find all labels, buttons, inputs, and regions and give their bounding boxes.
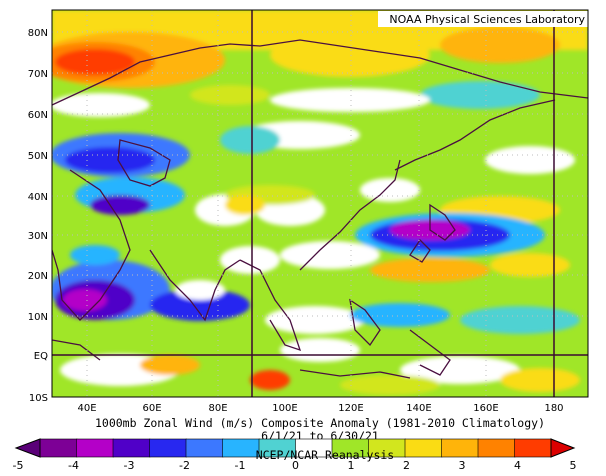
lat-label: 80N xyxy=(28,28,48,39)
anomaly-field: NOAA Physical Sciences Laboratory xyxy=(52,10,588,397)
colorbar-label: -1 xyxy=(235,459,246,472)
colorbar-label: -2 xyxy=(179,459,190,472)
colorbar xyxy=(14,438,576,458)
coastlines xyxy=(52,39,588,379)
colorbar-left-arrow xyxy=(14,438,41,458)
colorbar-label: -3 xyxy=(124,459,135,472)
colorbar-cell xyxy=(514,438,552,458)
lon-label: 180 xyxy=(544,403,563,414)
colorbar-right-arrow xyxy=(550,438,576,458)
colorbar-cell xyxy=(149,438,187,458)
latitude-labels: 80N 70N 60N 50N 40N 30N 20N 10N EQ 10S xyxy=(28,28,48,404)
lon-label: 140E xyxy=(406,403,431,414)
colorbar-label: -4 xyxy=(68,459,79,472)
lon-label: 40E xyxy=(77,403,96,414)
colorbar-labels: -5 -4 -3 -2 -1 0 1 2 3 4 5 xyxy=(13,459,577,472)
colorbar-cell xyxy=(477,438,516,458)
map-title: 1000mb Zonal Wind (m/s) Composite Anomal… xyxy=(95,416,545,430)
credit-text: NOAA Physical Sciences Laboratory xyxy=(389,13,585,26)
colorbar-cell xyxy=(404,438,443,458)
colorbar-cell xyxy=(185,438,224,458)
lat-label: 30N xyxy=(28,231,48,242)
longitude-labels: 40E 60E 80E 100E 120E 140E 160E 180 xyxy=(77,403,563,414)
lat-label: 70N xyxy=(28,69,48,80)
colorbar-label: 3 xyxy=(459,459,466,472)
colorbar-label: 1 xyxy=(348,459,355,472)
lat-label: 10N xyxy=(28,312,48,323)
colorbar-label: 5 xyxy=(570,459,577,472)
colorbar-cell xyxy=(112,438,151,458)
colorbar-label: 2 xyxy=(403,459,410,472)
lon-label: 60E xyxy=(142,403,161,414)
map-frame xyxy=(51,9,589,398)
colorbar-cell xyxy=(76,438,114,458)
source-label: NCEP/NCAR Reanalysis xyxy=(256,448,394,462)
lat-label: 10S xyxy=(29,393,48,404)
lat-label: 50N xyxy=(28,151,48,162)
lon-label: 160E xyxy=(473,403,498,414)
colorbar-cell xyxy=(39,438,78,458)
lat-label: 20N xyxy=(28,271,48,282)
credit-box xyxy=(378,11,588,27)
lon-label: 120E xyxy=(338,403,363,414)
colorbar-label: -5 xyxy=(13,459,24,472)
colorbar-cell xyxy=(441,438,479,458)
colorbar-label: 4 xyxy=(514,459,521,472)
lat-label: 60N xyxy=(28,110,48,121)
lat-label: 40N xyxy=(28,192,48,203)
colorbar-cell xyxy=(222,438,260,458)
lat-label: EQ xyxy=(34,351,48,362)
colorbar-cells xyxy=(39,438,552,458)
lon-label: 80E xyxy=(208,403,227,414)
colorbar-label: 0 xyxy=(292,459,299,472)
lon-label: 100E xyxy=(272,403,297,414)
